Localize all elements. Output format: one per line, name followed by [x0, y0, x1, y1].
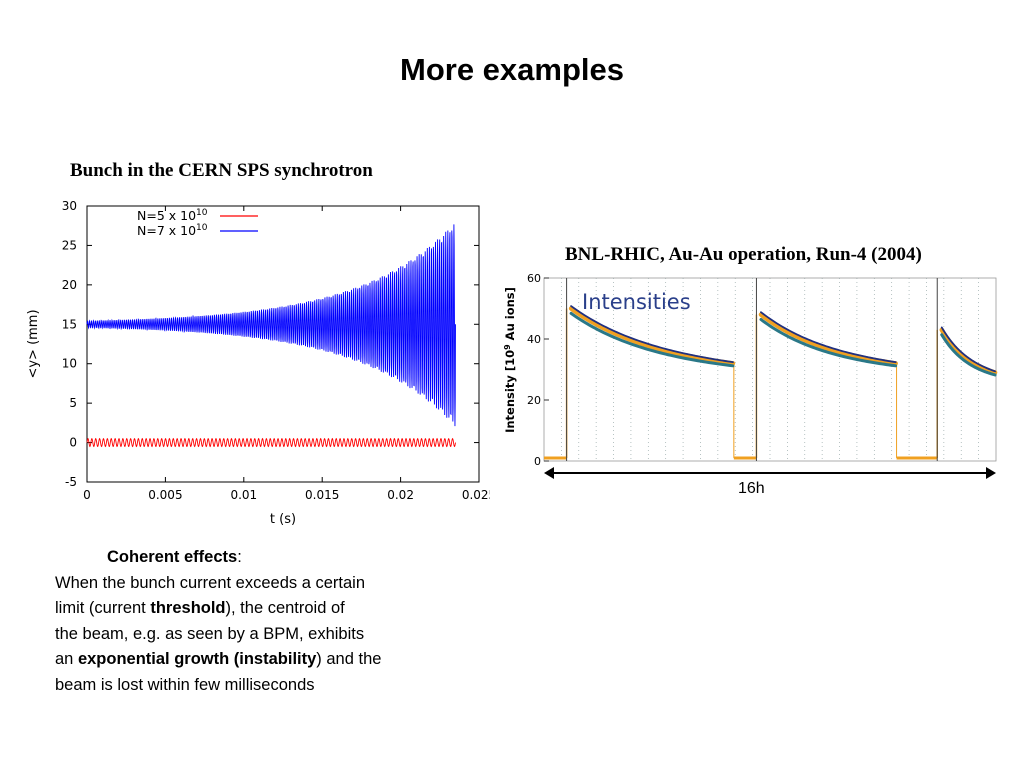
- intensity-fill-curves: [544, 278, 998, 461]
- slide-title: More examples: [400, 52, 624, 87]
- coherent-effects-heading: Coherent effects:: [107, 548, 242, 566]
- sps-centroid-chart: 0 0.005 0.01 0.015 0.02 0.025 -5 0 5 10 15 20 25 30 N…: [26, 199, 490, 527]
- y-tick-label: 5: [69, 396, 77, 410]
- y-tick-label: 15: [62, 317, 77, 331]
- sps-series-lines: [86, 224, 456, 448]
- legend-entry-blue: N=7 x 1010: [137, 223, 208, 238]
- body-text: Coherent effects: When the bunch current…: [55, 545, 445, 698]
- x-tick-label: 0.01: [230, 488, 257, 502]
- y-tick-label: -5: [65, 475, 77, 489]
- y-tick-label: 20: [527, 394, 541, 407]
- y-tick-label: 20: [62, 278, 77, 292]
- y-tick-label: 60: [527, 272, 541, 285]
- legend-entry-red: N=5 x 1010: [137, 208, 208, 223]
- fill-curve-orange: [939, 327, 998, 375]
- y-tick-label: 25: [62, 238, 77, 252]
- legend: N=5 x 1010 N=7 x 1010: [137, 208, 258, 238]
- fill-curve-teal: [569, 311, 735, 368]
- intensities-title: Intensities: [582, 290, 691, 314]
- fill-curve-navy: [940, 326, 996, 373]
- time-span-arrow: [544, 467, 996, 479]
- body-line: When the bunch current exceeds a certain: [55, 573, 366, 592]
- x-tick-label: 0.02: [387, 488, 414, 502]
- y-tick-label: 40: [527, 333, 541, 346]
- sps-axis-ticks: 0 0.005 0.01 0.015 0.02 0.025 -5 0 5 10 15 20 25 30: [62, 199, 490, 502]
- x-axis-label: t (s): [270, 512, 296, 527]
- x-tick-label: 0.025: [462, 488, 490, 502]
- body-line: an exponential growth (instability) and …: [55, 650, 382, 668]
- body-line: limit (current threshold), the centroid …: [55, 599, 345, 617]
- x-tick-label: 0: [83, 488, 91, 502]
- fill-curve-navy: [570, 305, 734, 364]
- series-line-red: [86, 437, 456, 448]
- fill-curve-orange: [758, 312, 898, 366]
- x-tick-label: 0.015: [305, 488, 339, 502]
- fill-curve-teal: [759, 317, 898, 368]
- y-tick-label: 10: [62, 357, 77, 371]
- body-line: beam is lost within few milliseconds: [55, 675, 315, 694]
- time-span-label: 16h: [738, 480, 765, 497]
- y-axis-label: <y> (mm): [26, 309, 41, 378]
- left-chart-caption: Bunch in the CERN SPS synchrotron: [70, 160, 373, 181]
- fill-curve-navy: [760, 311, 897, 364]
- y-tick-label: 0: [534, 455, 541, 468]
- fill-curve-teal: [940, 333, 997, 377]
- body-line: the beam, e.g. as seen by a BPM, exhibit…: [55, 624, 365, 643]
- intensity-y-axis-label: Intensity [109 Au ions]: [503, 287, 517, 433]
- y-tick-label: 30: [62, 199, 77, 213]
- series-line-blue: [86, 224, 456, 427]
- rhic-intensity-chart: 0 20 40 60 Intensities Intensity [109 Au io…: [503, 272, 998, 479]
- fill-curve-orange: [568, 306, 736, 366]
- y-tick-label: 0: [69, 436, 77, 450]
- intensity-axis-ticks: 0 20 40 60: [527, 272, 549, 468]
- intensity-grid: [561, 278, 979, 461]
- right-chart-caption: BNL-RHIC, Au-Au operation, Run-4 (2004): [565, 244, 922, 265]
- x-tick-label: 0.005: [148, 488, 182, 502]
